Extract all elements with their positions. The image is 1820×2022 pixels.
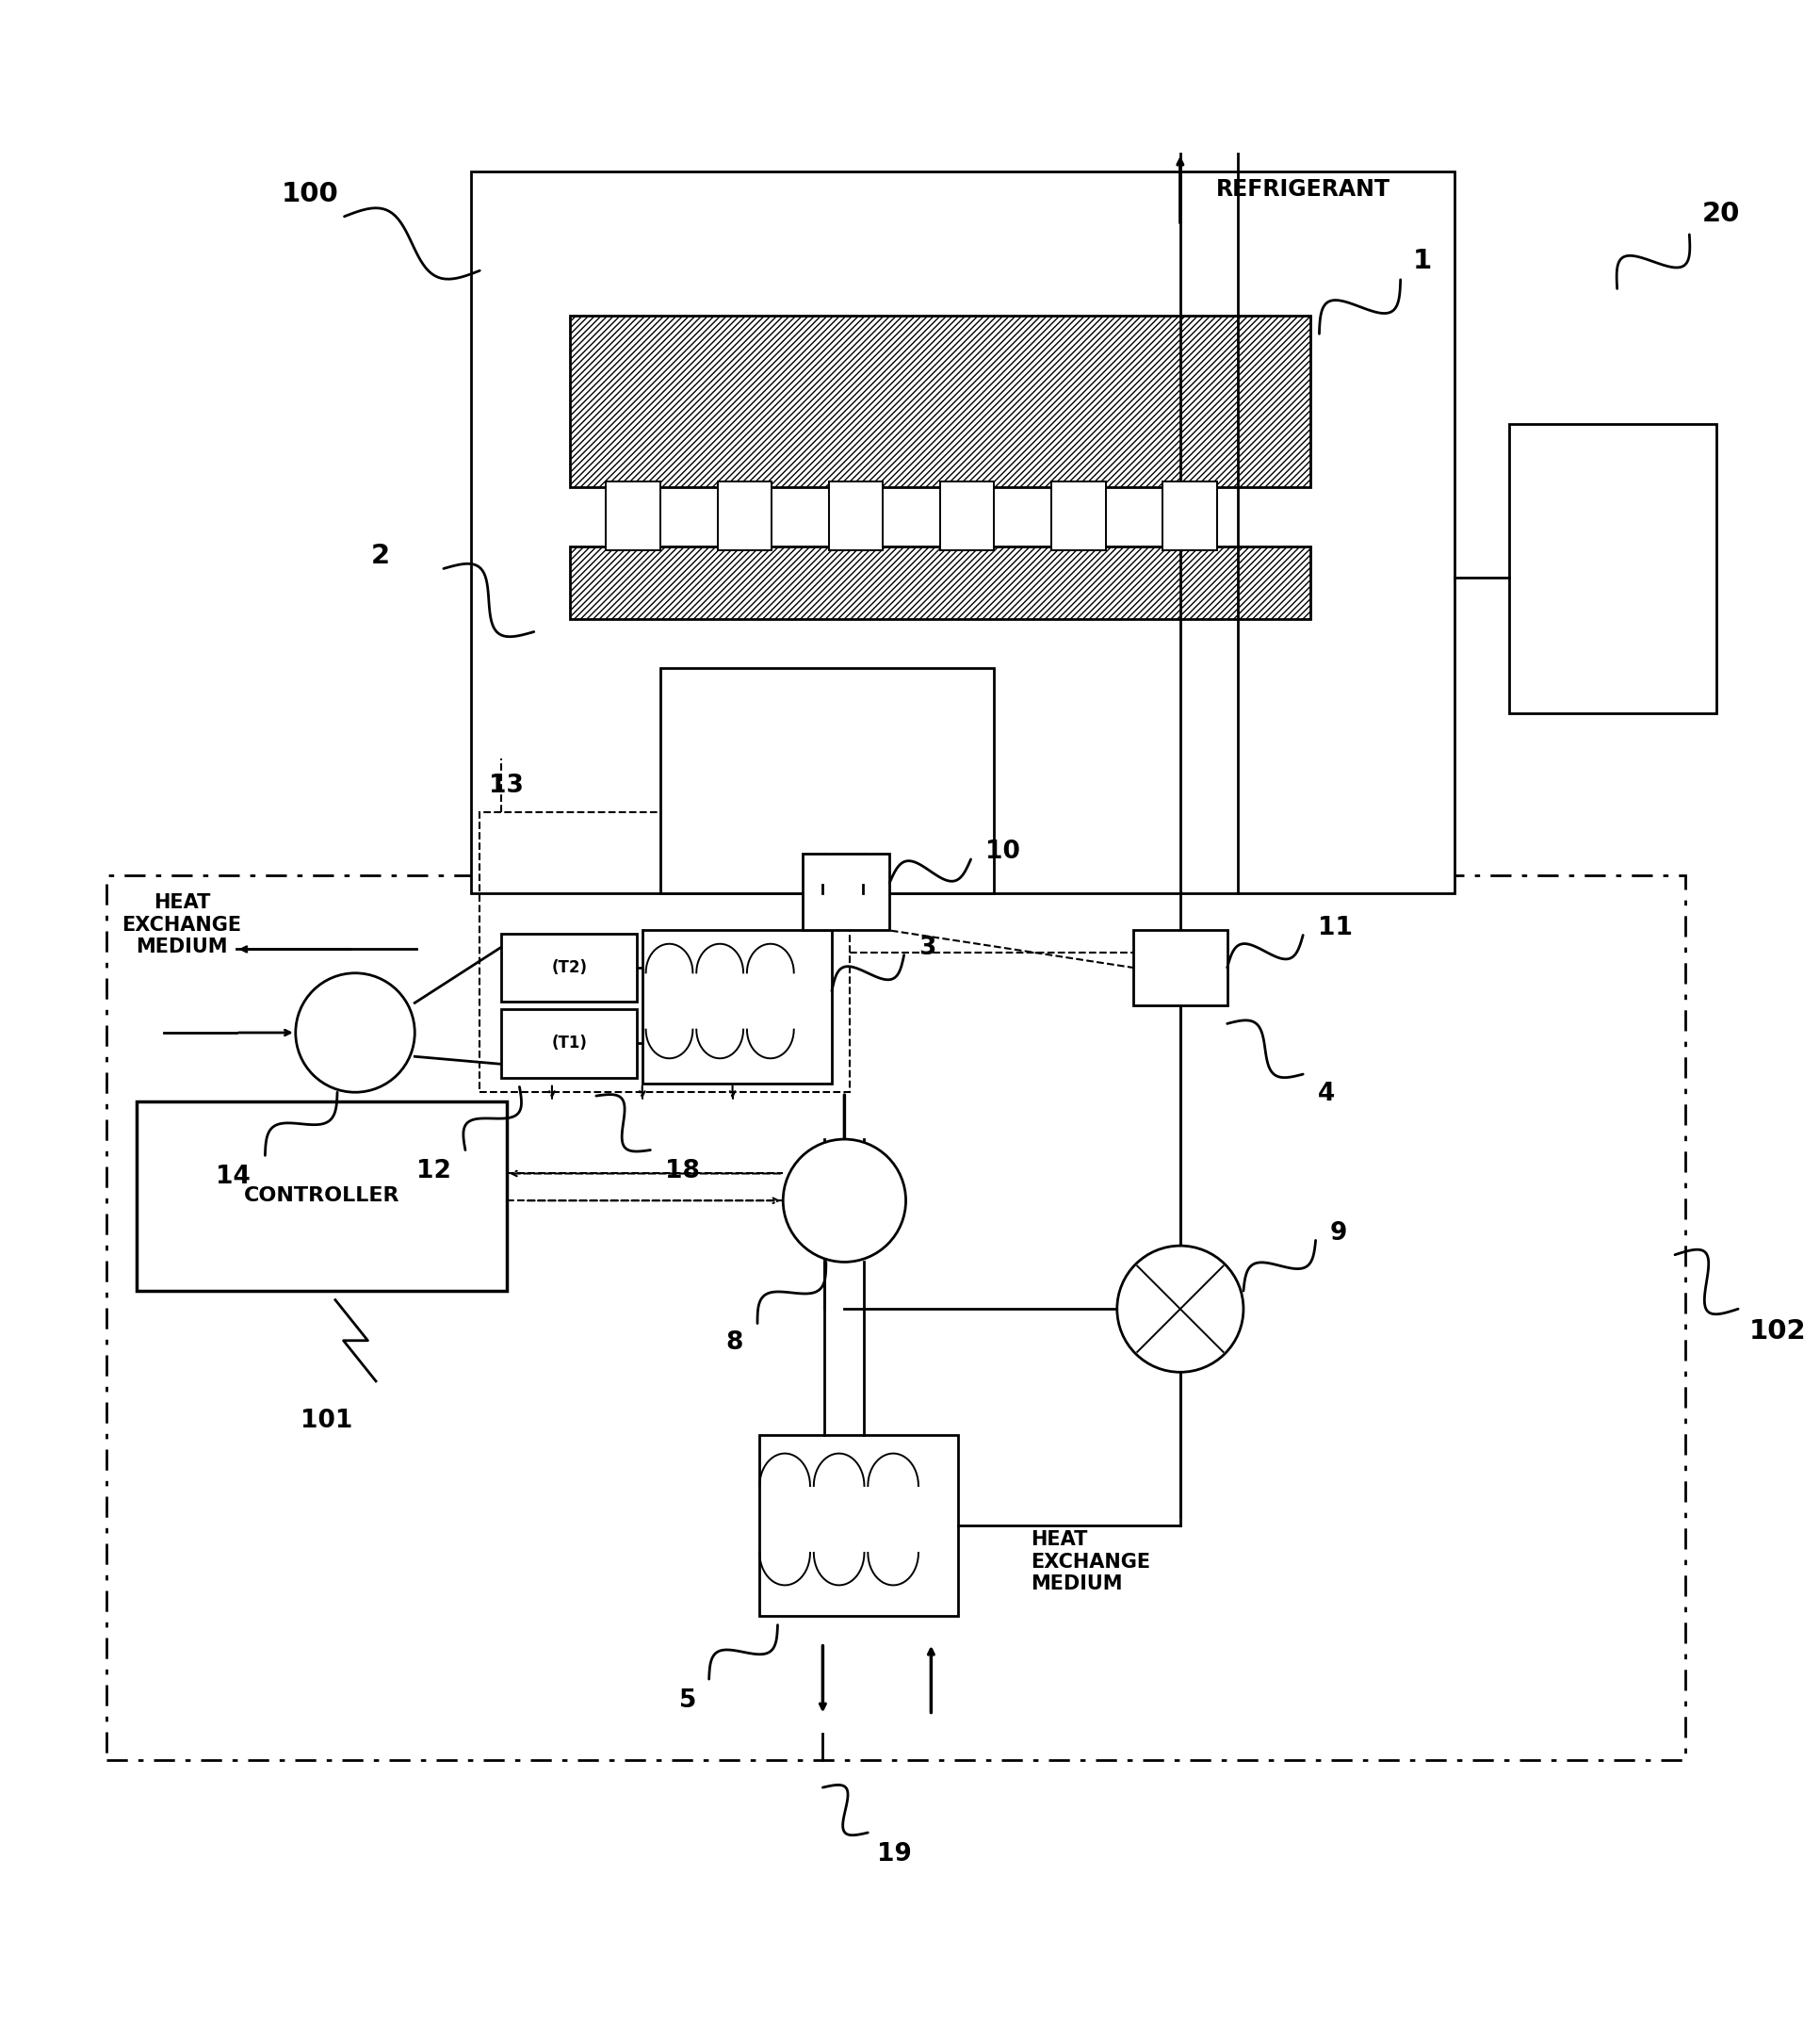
Text: 3: 3 [919,936,935,960]
Bar [1509,425,1716,714]
Text: 13: 13 [490,774,524,799]
Text: (T2): (T2) [551,958,588,977]
Bar [606,481,661,550]
Bar [570,315,1310,487]
Bar [1052,481,1105,550]
Bar [501,1009,637,1078]
Text: 100: 100 [280,182,339,208]
Bar [661,667,994,894]
Bar [759,1436,957,1616]
Text: (T1): (T1) [551,1035,586,1051]
Bar [717,481,772,550]
Text: 18: 18 [664,1159,699,1183]
Text: 10: 10 [985,839,1019,863]
Bar [471,172,1454,894]
Circle shape [783,1138,906,1262]
Text: 102: 102 [1749,1318,1805,1345]
Text: CONTROLLER: CONTROLLER [244,1187,400,1205]
Bar [828,481,883,550]
Circle shape [1117,1246,1243,1373]
Circle shape [295,973,415,1092]
Text: 8: 8 [726,1330,743,1355]
Text: 9: 9 [1330,1221,1347,1246]
Text: HEAT
EXCHANGE
MEDIUM: HEAT EXCHANGE MEDIUM [122,894,242,956]
Text: 101: 101 [300,1407,353,1434]
Text: 20: 20 [1702,200,1740,226]
Text: 14: 14 [217,1165,251,1189]
Bar [1134,930,1227,1005]
Bar [941,481,994,550]
Text: 2: 2 [371,542,389,568]
Text: 11: 11 [1318,916,1352,940]
Text: 19: 19 [877,1842,912,1866]
Bar [106,876,1685,1761]
Text: REFRIGERANT: REFRIGERANT [1216,178,1390,200]
Bar [501,934,637,1003]
Bar [642,930,832,1084]
Text: 5: 5 [679,1688,697,1713]
Text: 12: 12 [417,1159,451,1183]
Bar [570,546,1310,619]
Bar [803,853,890,930]
Text: 1: 1 [1412,249,1432,275]
Text: HEAT
EXCHANGE
MEDIUM: HEAT EXCHANGE MEDIUM [1030,1531,1150,1593]
Bar [1163,481,1218,550]
Bar [136,1102,506,1290]
Bar [480,813,850,1092]
Text: 4: 4 [1318,1082,1334,1106]
